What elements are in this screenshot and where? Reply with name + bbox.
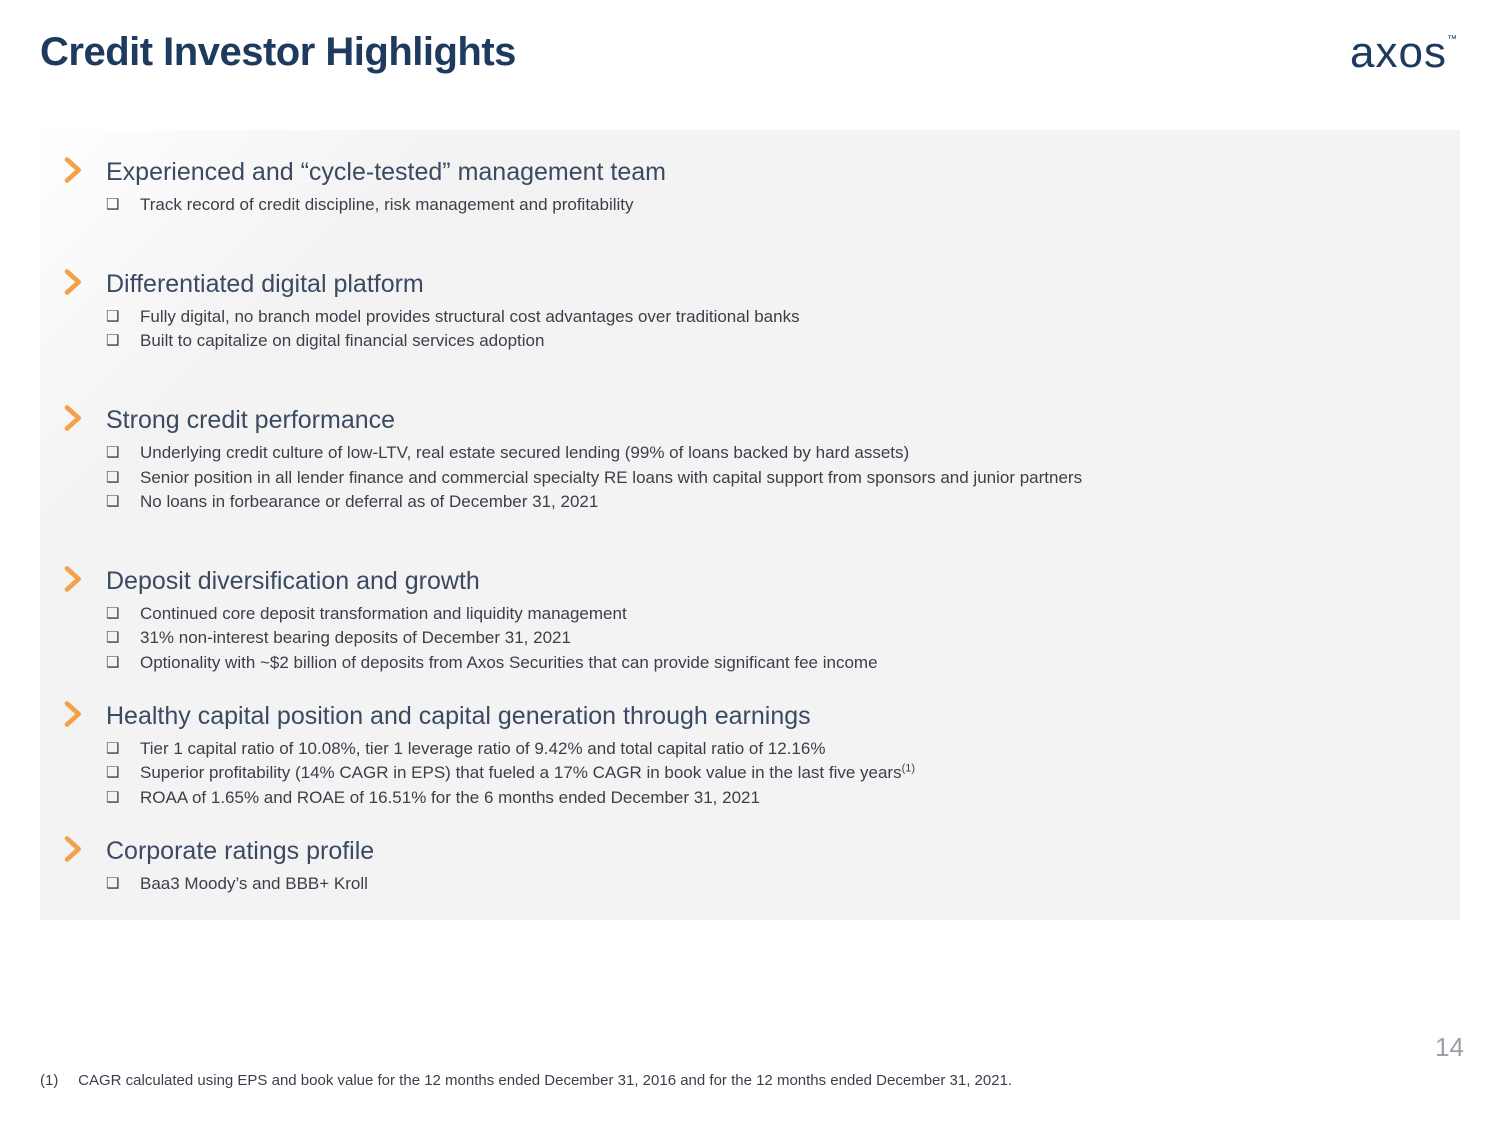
section: Healthy capital position and capital gen… <box>60 702 1432 811</box>
bullet-list: Tier 1 capital ratio of 10.08%, tier 1 l… <box>106 737 1432 811</box>
list-item: Baa3 Moody’s and BBB+ Kroll <box>106 872 1432 897</box>
list-item: Continued core deposit transformation an… <box>106 602 1432 627</box>
list-item: Built to capitalize on digital financial… <box>106 329 1432 354</box>
footnote: (1) CAGR calculated using EPS and book v… <box>40 1072 1012 1089</box>
list-item: Fully digital, no branch model provides … <box>106 305 1432 330</box>
bullet-list: Baa3 Moody’s and BBB+ Kroll <box>106 872 1432 897</box>
chevron-right-icon <box>60 404 88 432</box>
bullet-list: Underlying credit culture of low-LTV, re… <box>106 441 1432 515</box>
logo-text: axos <box>1350 28 1447 77</box>
list-item: ROAA of 1.65% and ROAE of 16.51% for the… <box>106 786 1432 811</box>
section-title: Deposit diversification and growth <box>106 567 1432 596</box>
list-item: 31% non-interest bearing deposits of Dec… <box>106 626 1432 651</box>
list-item-text: Superior profitability (14% CAGR in EPS)… <box>140 763 902 782</box>
footnote-number: (1) <box>40 1072 74 1089</box>
section: Strong credit performance Underlying cre… <box>60 406 1432 515</box>
page-number: 14 <box>1435 1032 1464 1063</box>
section-body: Corporate ratings profile Baa3 Moody’s a… <box>106 837 1432 897</box>
section-title: Experienced and “cycle-tested” managemen… <box>106 158 1432 187</box>
logo-trademark: ™ <box>1447 34 1458 45</box>
content-panel: Experienced and “cycle-tested” managemen… <box>40 130 1460 920</box>
bullet-list: Continued core deposit transformation an… <box>106 602 1432 676</box>
section-body: Experienced and “cycle-tested” managemen… <box>106 158 1432 218</box>
bullet-list: Track record of credit discipline, risk … <box>106 193 1432 218</box>
section-body: Healthy capital position and capital gen… <box>106 702 1432 811</box>
logo: axos™ <box>1350 28 1458 78</box>
bullet-list: Fully digital, no branch model provides … <box>106 305 1432 354</box>
section-title: Corporate ratings profile <box>106 837 1432 866</box>
section-title: Differentiated digital platform <box>106 270 1432 299</box>
footnote-text: CAGR calculated using EPS and book value… <box>78 1072 1012 1089</box>
section: Differentiated digital platform Fully di… <box>60 270 1432 354</box>
chevron-right-icon <box>60 565 88 593</box>
section-body: Deposit diversification and growth Conti… <box>106 567 1432 676</box>
chevron-right-icon <box>60 268 88 296</box>
list-item: Underlying credit culture of low-LTV, re… <box>106 441 1432 466</box>
footnote-ref: (1) <box>902 763 915 775</box>
page-title: Credit Investor Highlights <box>40 30 1460 75</box>
list-item: Senior position in all lender finance an… <box>106 466 1432 491</box>
section-title: Healthy capital position and capital gen… <box>106 702 1432 731</box>
chevron-right-icon <box>60 700 88 728</box>
section: Experienced and “cycle-tested” managemen… <box>60 158 1432 218</box>
section: Deposit diversification and growth Conti… <box>60 567 1432 676</box>
list-item: Superior profitability (14% CAGR in EPS)… <box>106 761 1432 786</box>
chevron-right-icon <box>60 835 88 863</box>
section-title: Strong credit performance <box>106 406 1432 435</box>
list-item: No loans in forbearance or deferral as o… <box>106 490 1432 515</box>
section: Corporate ratings profile Baa3 Moody’s a… <box>60 837 1432 897</box>
chevron-right-icon <box>60 156 88 184</box>
list-item: Tier 1 capital ratio of 10.08%, tier 1 l… <box>106 737 1432 762</box>
list-item: Track record of credit discipline, risk … <box>106 193 1432 218</box>
slide: Credit Investor Highlights axos™ Experie… <box>0 0 1500 1125</box>
list-item: Optionality with ~$2 billion of deposits… <box>106 651 1432 676</box>
section-body: Strong credit performance Underlying cre… <box>106 406 1432 515</box>
section-body: Differentiated digital platform Fully di… <box>106 270 1432 354</box>
